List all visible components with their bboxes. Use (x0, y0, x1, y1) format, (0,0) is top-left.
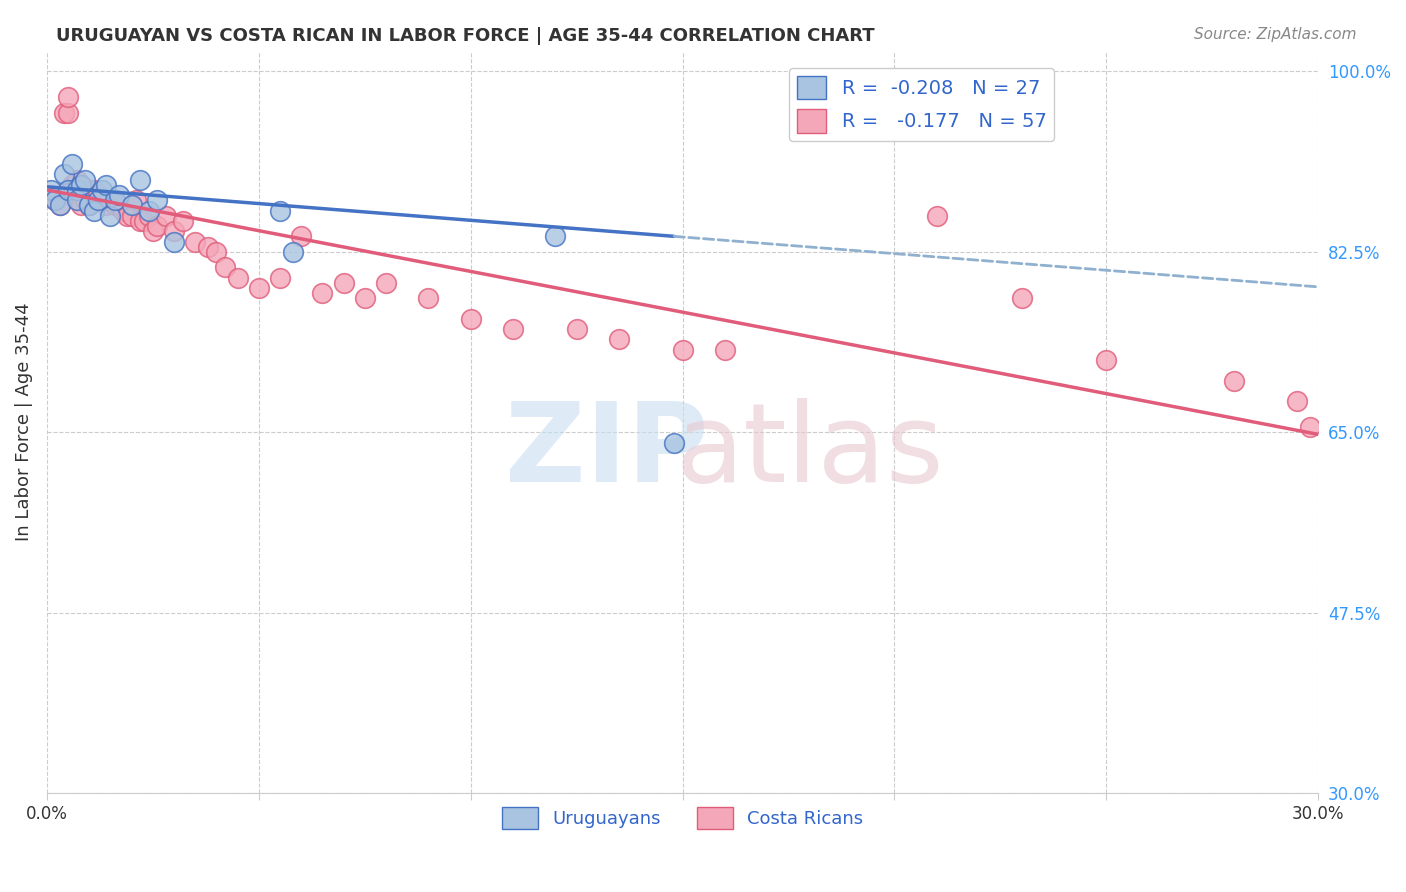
Point (502, 322, 524, 336)
Point (48, 198, 70, 212)
Point (104, 193, 127, 207)
Point (163, 235, 186, 249)
Point (565, 322, 588, 336)
Point (134, 214, 156, 228)
Text: ZIP: ZIP (505, 398, 709, 505)
Point (184, 235, 207, 249)
Point (65, 183, 87, 197)
Point (129, 172, 152, 186)
Point (662, 435, 685, 450)
Point (247, 281, 270, 295)
Point (112, 203, 135, 218)
Point (544, 229, 567, 244)
Y-axis label: In Labor Force | Age 35-44: In Labor Force | Age 35-44 (15, 302, 32, 541)
Point (60, 157, 83, 171)
Point (104, 198, 127, 212)
Point (138, 209, 160, 223)
Text: URUGUAYAN VS COSTA RICAN IN LABOR FORCE | AGE 35-44 CORRELATION CHART: URUGUAYAN VS COSTA RICAN IN LABOR FORCE … (56, 27, 875, 45)
Point (197, 240, 219, 254)
Point (172, 214, 194, 228)
Point (65, 193, 87, 207)
Point (374, 276, 396, 290)
Point (1095, 353, 1118, 368)
Point (925, 209, 948, 223)
Point (108, 188, 131, 202)
Point (87, 193, 110, 207)
Point (56, 90, 79, 104)
Point (163, 224, 186, 238)
Point (418, 291, 440, 305)
Point (205, 244, 228, 259)
Point (87, 188, 110, 202)
Point (91, 183, 114, 197)
Point (146, 219, 169, 233)
Point (69, 178, 91, 192)
Point (91, 193, 114, 207)
Point (125, 193, 148, 207)
Point (96, 178, 118, 192)
Point (83, 183, 105, 197)
Point (77, 198, 100, 212)
Point (39, 183, 62, 197)
Point (290, 229, 312, 244)
Point (1286, 394, 1309, 409)
Point (73, 172, 96, 186)
Point (671, 343, 693, 357)
Point (77, 198, 100, 212)
Point (1222, 374, 1244, 388)
Point (52, 105, 75, 120)
Point (332, 276, 354, 290)
Point (353, 291, 375, 305)
Point (269, 203, 291, 218)
Point (269, 270, 291, 285)
Text: Source: ZipAtlas.com: Source: ZipAtlas.com (1194, 27, 1357, 42)
Point (129, 214, 152, 228)
Point (60, 178, 83, 192)
Point (226, 270, 249, 285)
Point (69, 198, 91, 212)
Point (69, 178, 91, 192)
Point (83, 203, 105, 218)
Point (100, 193, 122, 207)
Point (155, 209, 177, 223)
Point (100, 209, 122, 223)
Point (121, 209, 143, 223)
Point (96, 198, 118, 212)
Point (117, 209, 139, 223)
Point (281, 244, 304, 259)
Point (48, 198, 70, 212)
Point (214, 260, 236, 275)
Point (65, 193, 87, 207)
Point (138, 203, 160, 218)
Point (607, 333, 630, 347)
Point (56, 105, 79, 120)
Point (142, 224, 165, 238)
Point (73, 193, 96, 207)
Point (39, 188, 62, 202)
Point (121, 198, 143, 212)
Point (146, 193, 169, 207)
Point (714, 343, 737, 357)
Point (44, 193, 66, 207)
Point (56, 183, 79, 197)
Point (52, 168, 75, 182)
Point (44, 193, 66, 207)
Text: atlas: atlas (675, 398, 943, 505)
Point (108, 198, 131, 212)
Point (460, 311, 482, 326)
Point (311, 286, 333, 301)
Point (1299, 420, 1322, 434)
Legend: Uruguayans, Costa Ricans: Uruguayans, Costa Ricans (495, 800, 870, 837)
Point (1011, 291, 1033, 305)
Point (65, 172, 87, 186)
